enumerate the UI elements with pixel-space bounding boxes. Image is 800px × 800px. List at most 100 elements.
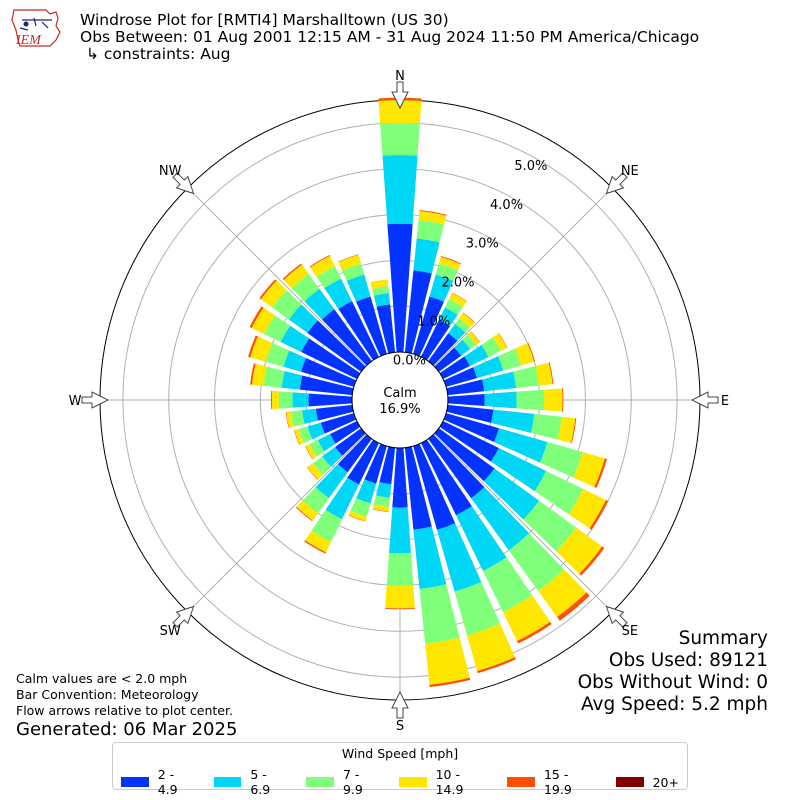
notes: Calm values are < 2.0 mph Bar Convention…: [16, 671, 233, 719]
wind-bar-segment: [508, 533, 565, 592]
compass-arrow-icon: [391, 81, 409, 110]
wind-bar-segment: [364, 443, 387, 484]
wind-bar-segment: [392, 447, 408, 508]
wind-bar-segment: [470, 331, 481, 343]
wind-bar-segment: [271, 390, 280, 410]
wind-bar-segment: [281, 371, 303, 390]
legend-label: 7 - 9.9: [342, 767, 363, 797]
wind-bar-segment: [338, 254, 362, 271]
wind-bar-segment: [302, 408, 318, 424]
wind-bar-segment: [484, 391, 517, 409]
wind-bar-segment: [434, 428, 495, 482]
wind-bar-segment: [482, 371, 517, 392]
compass-label: N: [395, 69, 405, 84]
wind-bar-segment: [317, 433, 336, 452]
grid-spoke: [433, 187, 613, 367]
wind-bar-segment: [346, 274, 371, 302]
wind-bar-segment: [438, 256, 461, 271]
wind-bar-segment: [283, 264, 309, 289]
wind-bar-segment: [300, 357, 357, 387]
wind-bar-segment: [386, 552, 414, 586]
wind-bar-segment: [467, 331, 480, 345]
wind-bar-segment: [416, 220, 445, 243]
wind-bar-segment: [272, 290, 302, 320]
wind-bar-segment: [589, 500, 609, 530]
wind-bar-segment: [324, 278, 353, 310]
compass-label: NE: [621, 164, 639, 179]
wind-bar-segment: [471, 487, 530, 551]
legend-label: 5 - 6.9: [250, 767, 271, 797]
r-tick-label: 5.0%: [514, 159, 547, 174]
wind-bar-segment: [248, 335, 258, 358]
legend-item: 10 - 14.9: [398, 767, 491, 797]
wind-bar-segment: [315, 404, 354, 421]
calm-circle: [351, 351, 449, 449]
compass-label: S: [396, 719, 404, 734]
wind-bar-segment: [513, 365, 539, 389]
grid-spoke: [187, 187, 367, 367]
r-tick-label: 1.0%: [417, 314, 450, 329]
summary-block: Summary Obs Used: 89121 Obs Without Wind…: [578, 628, 768, 716]
wind-bar-segment: [419, 584, 460, 644]
wind-bar-segment: [283, 350, 306, 372]
wind-bar-segment: [443, 367, 478, 387]
wind-bar-segment: [380, 122, 420, 156]
wind-bar-segment: [454, 339, 471, 356]
wind-bar-segment: [514, 342, 535, 366]
wind-bar-segment: [312, 456, 331, 475]
wind-bar-segment: [309, 255, 331, 268]
compass-label: NW: [159, 164, 182, 179]
wind-bar-segment: [446, 379, 485, 396]
wind-bar-segment: [483, 557, 533, 613]
wind-bar-segment: [535, 362, 553, 386]
wind-bar-segment: [299, 375, 354, 396]
wind-bar-segment: [562, 388, 564, 412]
wind-bar-segment: [413, 443, 456, 530]
wind-bar-segment: [291, 273, 320, 302]
compass-arrow-icon: [605, 605, 628, 628]
r-tick-label: 4.0%: [490, 198, 523, 213]
wind-bar-segment: [443, 413, 500, 443]
wind-bar-segment: [467, 623, 516, 671]
compass-label: SW: [160, 624, 181, 639]
wind-bar-segment: [455, 318, 471, 333]
wind-bar-segment: [282, 263, 303, 280]
compass-arrow-icon: [605, 172, 628, 195]
wind-bar-segment: [305, 443, 317, 460]
wind-bar-segment: [315, 464, 348, 499]
wind-bar-segment: [306, 467, 318, 480]
wind-bar-segment: [264, 315, 291, 343]
wind-bar-segment: [455, 506, 507, 571]
wind-bar-segment: [557, 592, 590, 621]
wind-bar-segment: [387, 223, 413, 353]
wind-bar-segment: [280, 325, 310, 353]
grid-spoke: [433, 433, 613, 613]
wind-bar-segment: [444, 299, 463, 315]
chart-title: Windrose Plot for [RMTI4] Marshalltown (…: [80, 11, 449, 29]
legend: Wind Speed [mph] 2 - 4.9 5 - 6.9 7 - 9.9 10…: [112, 742, 688, 797]
wind-bar-segment: [370, 279, 389, 290]
legend-label: 10 - 14.9: [435, 767, 464, 797]
wind-bar-segment: [372, 286, 389, 296]
wind-bar-segment: [538, 569, 587, 618]
wind-bar-segment: [543, 388, 563, 412]
compass-label: SE: [622, 624, 638, 639]
wind-bar-segment: [378, 100, 422, 124]
wind-bar-segment: [309, 439, 325, 457]
compass-arrow-icon: [172, 172, 195, 195]
wind-bar-segment: [325, 477, 360, 520]
wind-bar-segment: [372, 504, 389, 512]
wind-bar-segment: [308, 393, 353, 407]
legend-swatch: [615, 777, 644, 787]
wind-bar-segment: [288, 304, 318, 333]
wind-bar-segment: [304, 445, 313, 460]
wind-bar-segment: [439, 420, 499, 462]
wind-bar-segment: [385, 607, 415, 610]
wind-bar-segment: [389, 507, 411, 554]
wind-bar-segment: [356, 479, 377, 504]
summary-heading: Summary: [678, 628, 768, 649]
obs-without-wind: Obs Without Wind: 0: [577, 672, 768, 693]
wind-bar-segment: [249, 306, 264, 328]
r-tick-label: 2.0%: [441, 276, 474, 291]
legend-item: 7 - 9.9: [306, 767, 383, 797]
